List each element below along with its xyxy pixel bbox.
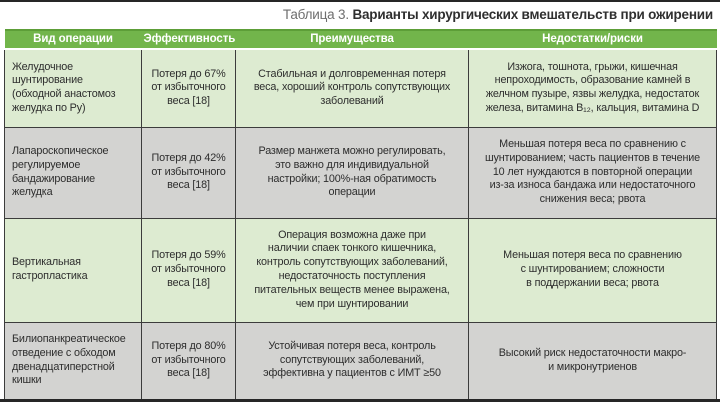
column-header-effectiveness: Эффективность	[141, 29, 236, 50]
table-row: Вертикальная гастропластика Потеря до 59…	[4, 217, 717, 323]
header-row: Вид операции Эффективность Преимущества …	[4, 29, 717, 50]
table-caption: Таблица 3. Варианты хирургических вмешат…	[0, 7, 713, 22]
cell-risks: Высокий риск недостаточности макро- и ми…	[468, 321, 717, 400]
cell-risks: Меньшая потеря веса по сравнению с шунти…	[468, 217, 717, 323]
cell-operation: Желудочное шунтирование (обходной анасто…	[4, 48, 142, 128]
cell-effectiveness: Потеря до 67% от избыточного веса [18]	[141, 48, 236, 128]
cell-advantages: Устойчивая потеря веса, контроль сопутст…	[235, 321, 469, 400]
cell-advantages: Операция возможна даже при наличии спаек…	[235, 217, 469, 323]
caption-title: Варианты хирургических вмешательств при …	[352, 7, 713, 22]
cell-operation: Билиопанкреатическое отведение с обходом…	[4, 321, 142, 400]
cell-operation: Лапароскопическое регулируемое бандажиро…	[4, 126, 142, 219]
column-header-operation: Вид операции	[4, 29, 142, 50]
cell-effectiveness: Потеря до 80% от избыточного веса [18]	[141, 321, 236, 400]
cell-operation: Вертикальная гастропластика	[4, 217, 142, 323]
cell-effectiveness: Потеря до 42% от избыточного веса [18]	[141, 126, 236, 219]
caption-prefix: Таблица 3.	[282, 7, 349, 22]
column-header-risks: Недостатки/риски	[468, 29, 717, 50]
table-row: Билиопанкреатическое отведение с обходом…	[4, 321, 717, 400]
top-divider	[0, 0, 720, 2]
column-header-advantages: Преимущества	[235, 29, 469, 50]
cell-effectiveness: Потеря до 59% от избыточного веса [18]	[141, 217, 236, 323]
table-row: Лапароскопическое регулируемое бандажиро…	[4, 126, 717, 219]
cell-advantages: Размер манжета можно регулировать, это в…	[235, 126, 469, 219]
cell-risks: Изжога, тошнота, грыжи, кишечная непрохо…	[468, 48, 717, 128]
bottom-divider	[0, 399, 720, 402]
table-row: Желудочное шунтирование (обходной анасто…	[4, 48, 717, 128]
cell-advantages: Стабильная и долговременная потеря веса,…	[235, 48, 469, 128]
cell-risks: Меньшая потеря веса по сравнению с шунти…	[468, 126, 717, 219]
surgery-options-table: Вид операции Эффективность Преимущества …	[4, 29, 717, 400]
